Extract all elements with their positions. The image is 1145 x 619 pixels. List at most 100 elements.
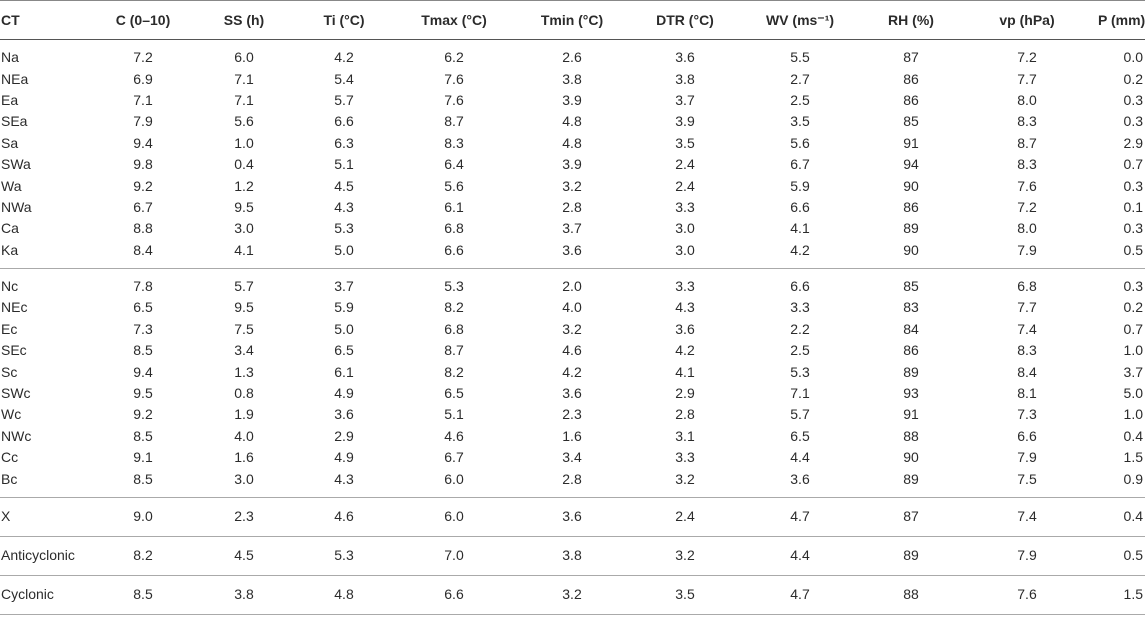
table-cell: 4.9 <box>334 449 354 466</box>
table-cell: 86 <box>903 70 919 87</box>
table-cell: 4.4 <box>790 449 810 466</box>
table-cell: 9.8 <box>133 156 153 173</box>
table-cell: 86 <box>903 198 919 215</box>
table-cell: 3.9 <box>562 156 582 173</box>
table-cell: 4.8 <box>562 134 582 151</box>
table-cell: 6.6 <box>394 575 514 615</box>
table-cell: 4.2 <box>562 363 582 380</box>
table-cell: 5.6 <box>790 134 810 151</box>
table-cell: 6.0 <box>394 497 514 537</box>
table-cell: 5.6 <box>444 177 464 194</box>
table-cell: 1.3 <box>234 363 254 380</box>
table-cell: 2.9 <box>1123 134 1143 151</box>
row-label: Nc <box>1 278 19 295</box>
table-cell: 0.1 <box>1123 198 1143 215</box>
table-cell: 3.2 <box>630 536 740 576</box>
table-cell: 7.6 <box>1017 177 1037 194</box>
table-cell: 3.6 <box>740 468 860 498</box>
table-cell: 3.7 <box>334 278 354 295</box>
table-cell: 7.7 <box>1017 70 1037 87</box>
table-cell: 4.3 <box>294 468 394 498</box>
table-cell: 1.9 <box>234 406 254 423</box>
table-cell: 4.0 <box>562 299 582 316</box>
table-row: Ka 8.4 4.1 5.0 6.6 3.6 3.0 4.2 90 7.9 0.5 <box>0 239 1145 269</box>
table-cell: 4.1 <box>675 363 695 380</box>
table-row: SWc 9.5 0.8 4.9 6.5 3.6 2.9 7.1 93 8.1 5.0 <box>0 383 1145 404</box>
table-cell: 7.1 <box>133 91 153 108</box>
table-row: Anticyclonic 8.2 4.5 5.3 7.0 3.8 3.2 4.4 89 7.9 0.… <box>0 536 1145 576</box>
row-label: Ca <box>1 220 19 237</box>
table-cell: 4.6 <box>294 497 394 537</box>
table-cell: 1.0 <box>234 134 254 151</box>
table-cell: 4.1 <box>194 239 294 269</box>
table-cell: 2.8 <box>514 468 630 498</box>
row-label: Sa <box>1 134 19 151</box>
table-cell: 6.6 <box>334 113 354 130</box>
table-cell: 4.2 <box>675 342 695 359</box>
table-cell: 1.6 <box>562 427 582 444</box>
table-cell: 89 <box>860 536 962 576</box>
table-cell: 3.0 <box>630 239 740 269</box>
table-cell: 93 <box>903 385 919 402</box>
table-cell: 6.6 <box>790 198 810 215</box>
table-cell: 2.4 <box>675 156 695 173</box>
row-label: Sc <box>1 363 18 380</box>
table-cell: 8.1 <box>1017 385 1037 402</box>
table-cell: 9.2 <box>133 177 153 194</box>
row-label: Wa <box>1 177 22 194</box>
table-cell: 0.3 <box>1123 278 1143 295</box>
row-label: Ea <box>1 91 19 108</box>
row-label: SEc <box>1 342 27 359</box>
table-cell: 3.3 <box>675 278 695 295</box>
column-header: WV (ms⁻¹) <box>740 0 860 40</box>
table-cell: 3.9 <box>675 113 695 130</box>
table-cell: 9.0 <box>92 497 194 537</box>
table-cell: 8.5 <box>133 427 153 444</box>
table-cell: 7.2 <box>1017 49 1037 66</box>
row-label: SEa <box>1 113 28 130</box>
table-cell: 8.3 <box>444 134 464 151</box>
table-cell: 6.7 <box>790 156 810 173</box>
table-cell: 7.1 <box>234 91 254 108</box>
table-cell: 7.7 <box>1017 299 1037 316</box>
table-cell: 87 <box>860 497 962 537</box>
table-cell: 8.2 <box>444 363 464 380</box>
table-cell: 2.3 <box>194 497 294 537</box>
table-cell: 3.7 <box>562 220 582 237</box>
table-cell: 2.5 <box>790 342 810 359</box>
table-row: Ec 7.3 7.5 5.0 6.8 3.2 3.6 2.2 84 7.4 0.7 <box>0 319 1145 340</box>
table-cell: 7.8 <box>133 278 153 295</box>
row-label: Cc <box>1 449 19 466</box>
table-row: Ea 7.1 7.1 5.7 7.6 3.9 3.7 2.5 86 8.0 0.3 <box>0 90 1145 111</box>
table-cell: 2.5 <box>790 91 810 108</box>
table-cell: 3.2 <box>630 468 740 498</box>
table-cell: 3.6 <box>675 49 695 66</box>
table-cell: 8.2 <box>444 299 464 316</box>
row-label: NWa <box>1 198 32 215</box>
table-cell: 3.8 <box>675 70 695 87</box>
table-cell: 3.5 <box>790 113 810 130</box>
table-cell: 2.4 <box>630 497 740 537</box>
table-cell: 1.6 <box>234 449 254 466</box>
table-cell: 2.8 <box>562 198 582 215</box>
table-cell: 9.4 <box>133 134 153 151</box>
column-header: Tmin (°C) <box>514 0 630 40</box>
table-row: Ca 8.8 3.0 5.3 6.8 3.7 3.0 4.1 89 8.0 0.3 <box>0 218 1145 239</box>
table-cell: 3.6 <box>514 497 630 537</box>
table-cell: 3.5 <box>630 575 740 615</box>
table-cell: 5.7 <box>234 278 254 295</box>
table-cell: 3.4 <box>562 449 582 466</box>
column-header: P (mm) <box>1092 0 1145 40</box>
table-cell: 0.7 <box>1123 156 1143 173</box>
table-cell: 9.2 <box>133 406 153 423</box>
table-row: Na 7.2 6.0 4.2 6.2 2.6 3.6 5.5 87 7.2 0.0 <box>0 40 1145 69</box>
row-label: SWc <box>1 385 31 402</box>
table-cell: 0.3 <box>1123 177 1143 194</box>
table-row: SWa 9.8 0.4 5.1 6.4 3.9 2.4 6.7 94 8.3 0.7 <box>0 154 1145 175</box>
table-cell: 0.4 <box>1092 497 1145 537</box>
column-header: Tmax (°C) <box>394 0 514 40</box>
table-cell: 5.1 <box>334 156 354 173</box>
table-cell: 5.7 <box>790 406 810 423</box>
row-label: X <box>0 497 92 537</box>
